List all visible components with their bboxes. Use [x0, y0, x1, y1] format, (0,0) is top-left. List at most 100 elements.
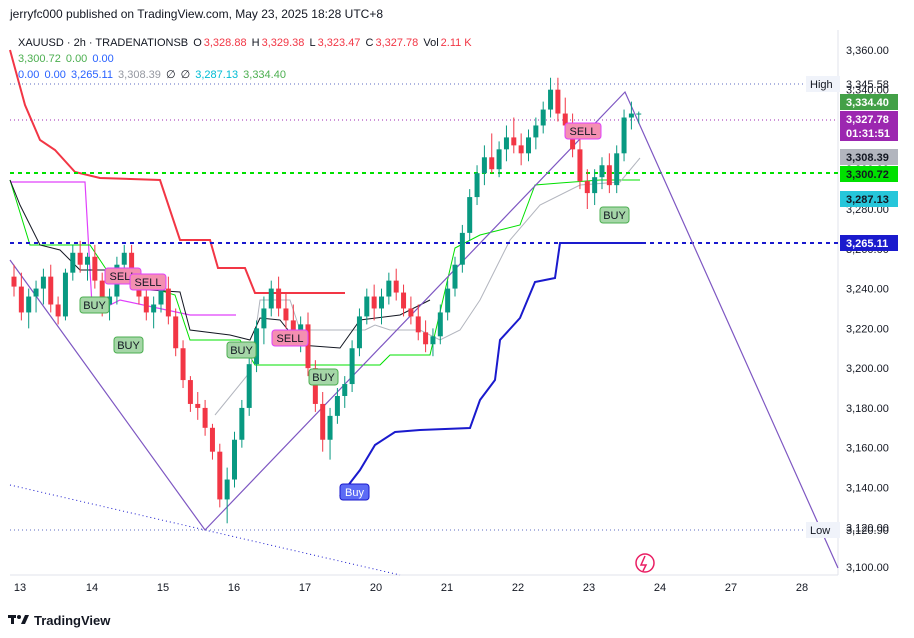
price-label-purple: 3,327.78: [840, 111, 898, 127]
candle-body: [423, 332, 429, 345]
legend-row3-val: 3,334.40: [243, 69, 286, 81]
price-label-purple_sub: 01:31:51: [840, 125, 898, 141]
price-label-value: 01:31:51: [846, 128, 890, 140]
legend-l-value: 3,323.47: [317, 37, 361, 49]
y-tick-label: 3,100.00: [846, 562, 889, 574]
candle-body: [445, 288, 451, 313]
candle-body: [327, 415, 333, 440]
candle-body: [386, 280, 392, 297]
black-line: [9, 179, 431, 349]
price-label-box: [840, 149, 898, 165]
price-label-green: 3,334.40: [840, 94, 898, 110]
signal-text: BUY: [312, 372, 335, 384]
signal-box: [599, 206, 630, 224]
legend-c-label: C: [365, 37, 374, 49]
candle-body: [11, 276, 17, 287]
red-trend-line: [9, 49, 345, 294]
candle-body: [636, 113, 642, 115]
candle-body: [511, 137, 517, 146]
price-label-box: [840, 235, 898, 251]
candle-body: [246, 364, 252, 408]
candle-body: [239, 407, 245, 440]
candle-body: [621, 117, 627, 154]
price-label-value: 3,265.11: [846, 238, 888, 250]
candle-body: [584, 181, 590, 194]
signal-box: [564, 122, 602, 140]
candle-body: [77, 252, 83, 265]
candle-body: [40, 276, 46, 289]
candle-body: [334, 395, 340, 416]
candle-body: [356, 316, 362, 349]
signal-box: [129, 273, 167, 291]
candle-body: [107, 296, 113, 305]
time-axis: 13 14 15 16 17 20 21 22 23 24 27 28: [14, 582, 808, 594]
price-label-text: Low 3,120.90: [806, 522, 889, 538]
x-tick-label: 28: [796, 582, 808, 594]
signal-text: SELL: [277, 333, 304, 345]
x-tick-label: 24: [654, 582, 666, 594]
candle-body: [290, 320, 296, 337]
footer-brand[interactable]: TradingView: [8, 612, 110, 628]
candle-body: [217, 451, 223, 500]
price-label-value: 3,120.90: [846, 525, 889, 537]
legend-h-value: 3,329.38: [261, 37, 305, 49]
signal-buy-label: BUY: [308, 368, 339, 386]
candle-body: [540, 109, 546, 126]
price-label-value: 3,308.39: [846, 152, 889, 164]
legend-row2-val: 3,300.72: [18, 53, 61, 65]
candle-body: [628, 113, 634, 118]
signal-box: [79, 296, 110, 314]
price-label-box: [840, 166, 898, 182]
signal-buy-label: BUY: [79, 296, 110, 314]
legend-row-3: 0.00 0.00 3,265.11 3,308.39 ∅ ∅ 3,287.13…: [18, 67, 474, 83]
signal-buy-label: BUY: [113, 336, 144, 354]
price-label-value: 3,345.58: [846, 79, 889, 91]
price-label-box: [840, 111, 898, 127]
legend-symbol[interactable]: XAUUSD · 2h · TRADENATIONSB: [18, 37, 189, 49]
signal-buy-label: BUY: [226, 341, 257, 359]
price-label-cyan: 3,287.13: [840, 191, 898, 207]
x-tick-label: 16: [228, 582, 240, 594]
y-tick-label: 3,340.00: [846, 85, 889, 97]
price-label-blue: 3,265.11: [840, 235, 898, 251]
candle-body: [459, 232, 465, 265]
candle-body: [364, 296, 370, 317]
candle-body: [26, 296, 32, 313]
y-tick-label: 3,240.00: [846, 284, 889, 296]
candle-body: [158, 288, 164, 305]
candle-body: [474, 173, 480, 198]
x-tick-label: 17: [299, 582, 311, 594]
x-tick-label: 27: [725, 582, 737, 594]
y-tick-label: 3,140.00: [846, 482, 889, 494]
candle-body: [599, 165, 605, 178]
candle-body: [305, 324, 311, 369]
price-label-gray: 3,308.39: [840, 149, 898, 165]
signal-box: [308, 368, 339, 386]
publisher-line: jerryfc000 published on TradingView.com,…: [10, 7, 383, 21]
candle-body: [312, 368, 318, 404]
price-label-tag: [806, 76, 840, 92]
candle-body: [548, 89, 554, 110]
price-label-tag-text: Low: [810, 525, 830, 537]
y-tick-label: 3,280.00: [846, 204, 889, 216]
price-labels: High 3,345.58 3,334.40 3,327.78 01:31:51 3,30…: [806, 76, 898, 538]
legend-o-value: 3,328.88: [203, 37, 247, 49]
candle-body: [85, 256, 90, 265]
candle-body: [408, 308, 414, 317]
candle-body: [379, 296, 384, 309]
price-label-value: 3,300.72: [846, 169, 889, 181]
legend-row3-val: ∅: [180, 69, 191, 81]
candle-body: [496, 149, 502, 170]
legend-h-label: H: [251, 37, 260, 49]
candle-body: [202, 407, 208, 428]
candle-body: [320, 403, 326, 440]
candle-body: [92, 256, 98, 281]
signal-text: BUY: [117, 340, 140, 352]
candle-body: [283, 308, 289, 321]
signal-text: SELL: [570, 126, 597, 138]
legend-row-2: 3,300.72 0.00 0.00: [18, 51, 474, 67]
